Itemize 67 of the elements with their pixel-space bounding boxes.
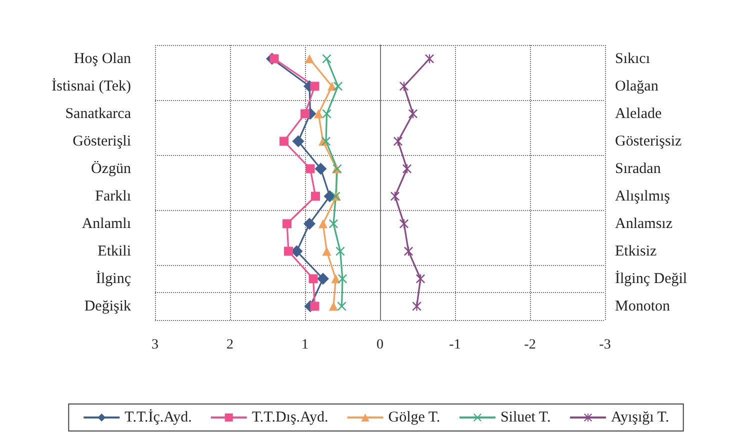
point [310,82,320,91]
y2-tick-label: Alışılmış [615,188,670,204]
point [305,54,314,64]
point [329,302,338,311]
point [400,82,408,91]
y-tick-label: Etkili [98,243,131,260]
y-tick-label: Anlamlı [82,216,131,232]
x-tick-label: 3 [152,338,158,352]
point [322,246,332,256]
y2-tick-label: İlginç Değil [615,270,688,287]
y-tick-label: Gösterişli [72,133,131,150]
legend-label: Siluet T. [500,410,551,426]
x-tick-label: -1 [449,338,461,352]
point [311,192,320,201]
point [304,218,316,230]
y2-tick-label: Sıradan [615,160,662,177]
point [306,164,315,174]
point [318,219,328,228]
y2-tick-label: Monoton [615,298,671,314]
point [284,246,293,256]
x-tick-label: 0 [376,338,384,352]
point [331,274,340,284]
point [317,272,329,285]
point [390,192,400,201]
point [308,274,318,284]
point [310,302,320,311]
point [328,82,336,91]
y-tick-label: Sanatkarca [65,106,132,122]
x-tick-label: -2 [524,338,536,352]
y-tick-label: Değişik [84,298,132,314]
point [408,109,418,118]
legend-label: Ayışığı T. [611,410,670,426]
point [280,136,288,146]
point [322,136,330,146]
y-tick-label: İlginç [96,270,132,287]
point [270,54,279,64]
point [282,219,292,228]
y2-tick-label: Olağan [615,78,659,94]
y-tick-label: Özgün [91,160,132,177]
y-tick-label: Farklı [95,188,131,204]
point [402,164,412,174]
x-tick-label: 2 [226,338,234,352]
y-tick-label: İstisnai (Tek) [52,77,132,94]
point [416,274,425,284]
point [338,274,347,284]
point [425,54,434,64]
x-tick-label: 1 [302,338,308,352]
y2-tick-label: Gösterişsiz [615,133,682,150]
y2-tick-label: Alelade [615,106,662,122]
y-tick-label: Hoş Olan [74,50,132,67]
y2-tick-label: Sıkıcı [615,50,650,67]
point [412,302,422,311]
point [292,135,304,148]
legend-label: T.T.Dış.Ayd. [252,410,328,426]
legend-label: T.T.İç.Ayd. [124,408,192,426]
point [334,82,342,91]
point [400,219,408,228]
point [394,136,402,146]
y2-tick-label: Etkisiz [615,243,657,260]
point [300,109,310,118]
point [314,162,327,175]
y2-tick-label: Anlamsız [615,216,673,232]
legend-label: Gölge T. [388,410,440,426]
x-tick-label: -3 [599,338,611,352]
point [329,219,338,228]
point [314,109,323,118]
point [404,246,413,256]
